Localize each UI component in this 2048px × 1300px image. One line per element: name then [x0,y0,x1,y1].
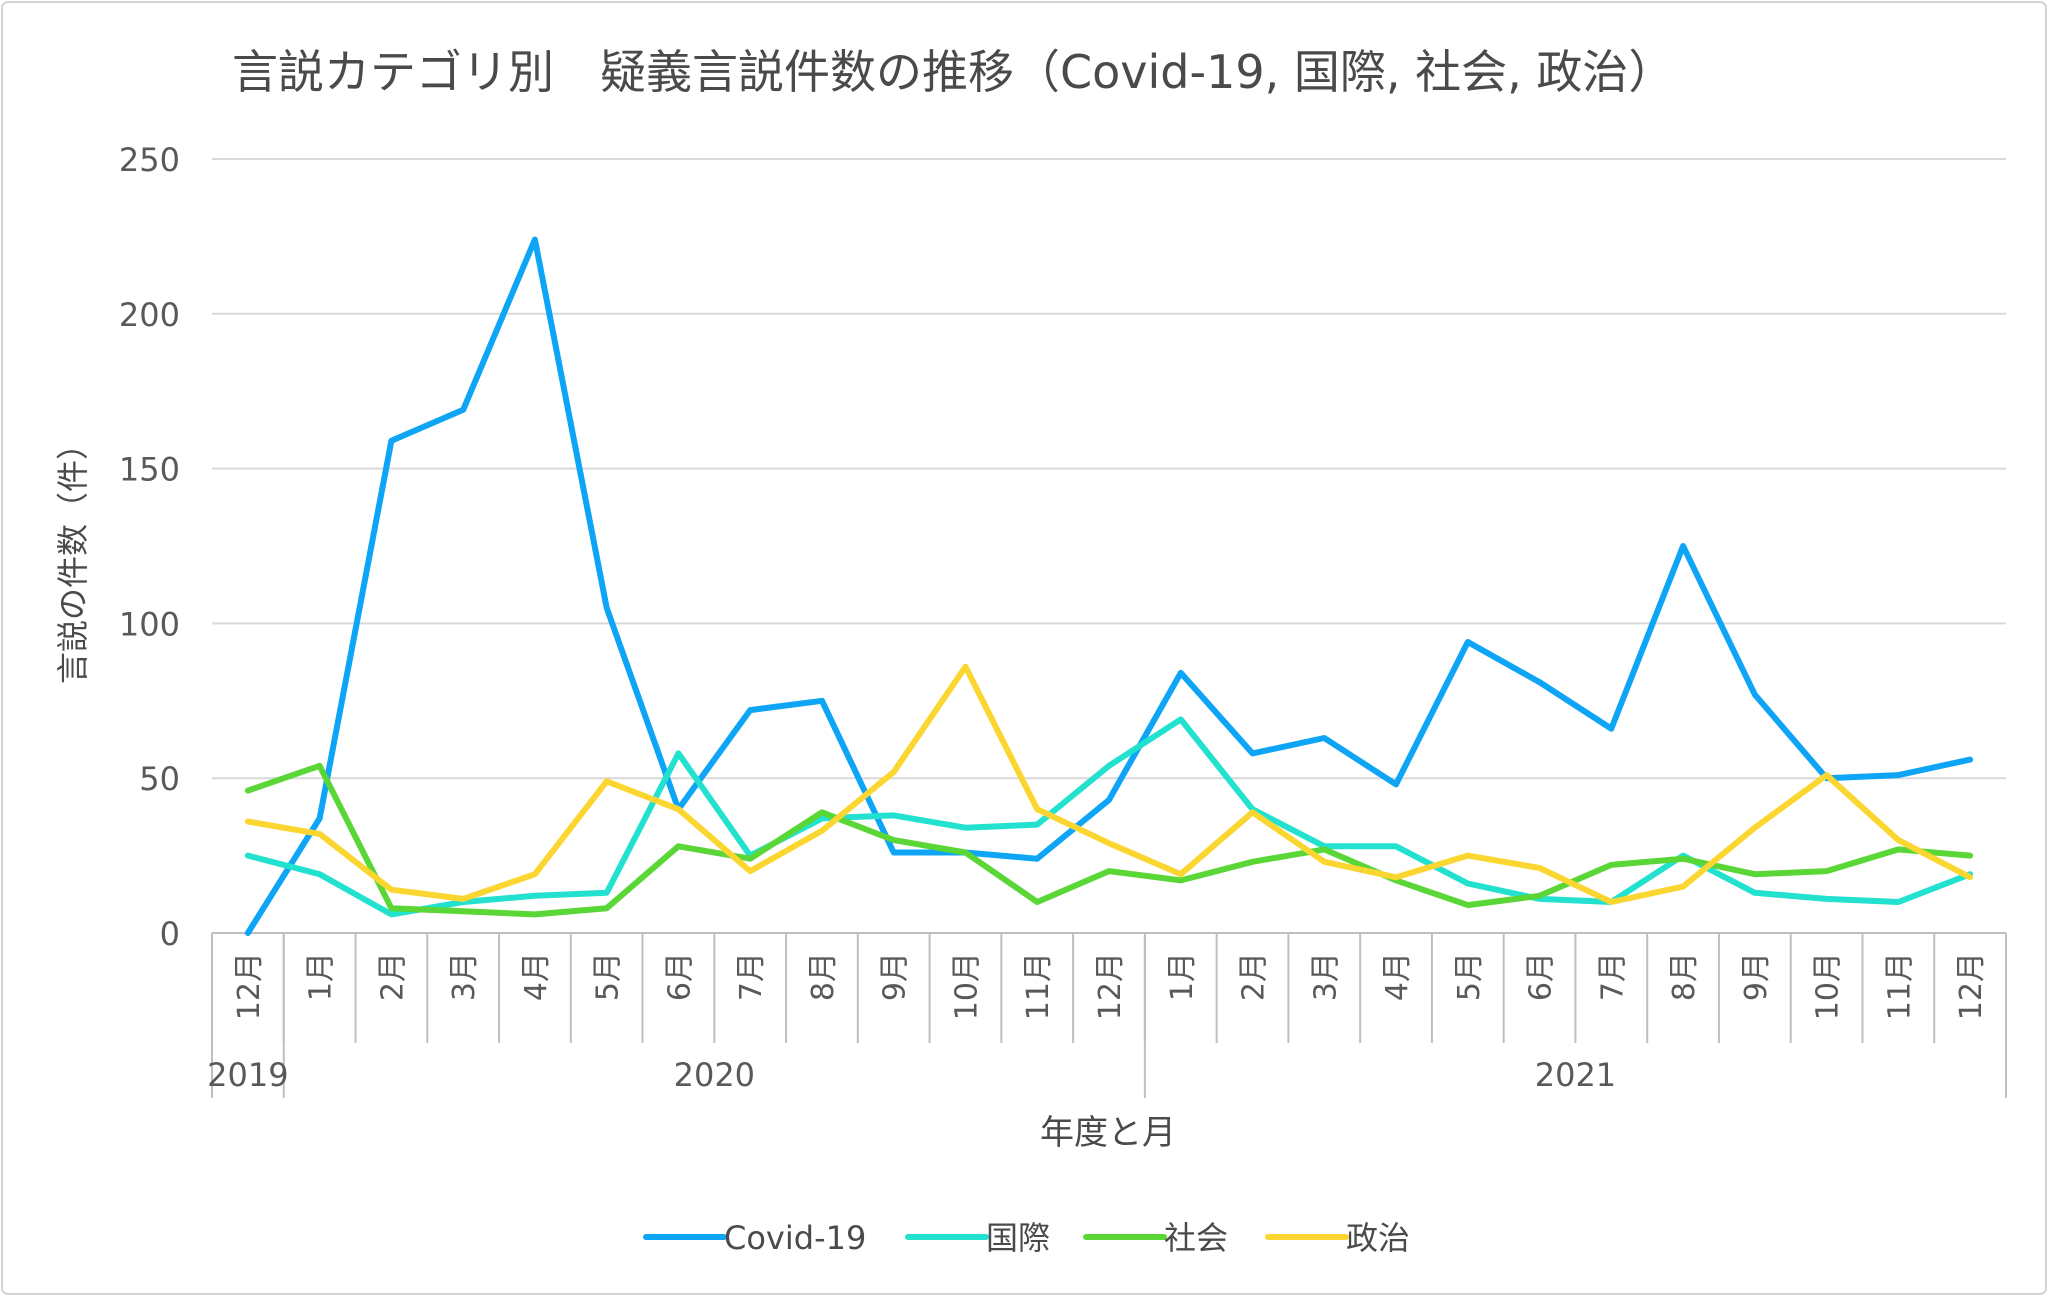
x-tick-label: 3月 [1308,952,1343,1001]
y-tick-label: 50 [139,760,180,798]
x-tick-label: 6月 [662,952,697,1001]
legend-label: 政治 [1346,1219,1410,1257]
x-tick-label: 11月 [1882,952,1917,1020]
x-tick-label: 9月 [1739,952,1774,1001]
x-tick-label: 11月 [1021,952,1056,1020]
x-axis: 12月 1月 2月 3月 4月 5月 6月 7月 8月 9月 10月 11月 12月 1月 2月 3月 4月 5月… [207,932,2007,1098]
legend-label: Covid-19 [724,1219,866,1257]
series-line [244,762,1974,918]
x-tick-label: 12月 [1954,952,1989,1020]
x-tick-label: 10月 [1811,952,1846,1020]
y-tick-label: 250 [119,141,180,179]
legend: Covid-19 国際 社会 政治 [643,1219,1410,1257]
x-group-label: 2020 [674,1056,755,1094]
x-tick-label: 2月 [1237,952,1272,1001]
x-tick-label: 5月 [1452,952,1487,1001]
x-tick-label: 10月 [949,952,984,1020]
y-tick-label: 150 [119,451,180,489]
x-tick-label: 5月 [591,952,626,1001]
chart-title: 言説カテゴリ別 疑義言説件数の推移（Covid-19, 国際, 社会, 政治） [232,45,1674,99]
x-tick-label: 8月 [1667,952,1702,1001]
x-tick-label: 1月 [304,952,339,1001]
x-tick-label: 7月 [1595,952,1630,1001]
x-tick-label: 2月 [375,952,410,1001]
series-line [244,716,1974,918]
y-axis-title: 言説の件数（件） [54,428,92,684]
y-axis-ticks: 0 50 100 150 200 250 [119,141,180,953]
x-tick-label: 6月 [1524,952,1559,1001]
x-tick-label: 4月 [519,952,554,1001]
legend-label: 国際 [986,1219,1050,1257]
x-axis-title: 年度と月 [1040,1113,1176,1153]
x-tick-label: 7月 [734,952,769,1001]
x-tick-label: 8月 [806,952,841,1001]
series-lines [244,236,1974,936]
x-tick-label: 1月 [1165,952,1200,1001]
x-tick-label: 12月 [232,952,267,1020]
x-group-label: 2021 [1535,1056,1616,1094]
legend-label: 社会 [1164,1219,1228,1257]
gridlines [212,158,2006,780]
series-line [244,236,1974,936]
x-tick-label: 4月 [1380,952,1415,1001]
x-group-label: 2019 [207,1056,288,1094]
y-tick-label: 0 [160,915,180,953]
series-line [244,663,1974,905]
y-tick-label: 100 [119,605,180,643]
x-tick-label: 9月 [878,952,913,1001]
x-tick-label: 12月 [1093,952,1128,1020]
y-tick-label: 200 [119,296,180,334]
x-tick-label: 3月 [447,952,482,1001]
